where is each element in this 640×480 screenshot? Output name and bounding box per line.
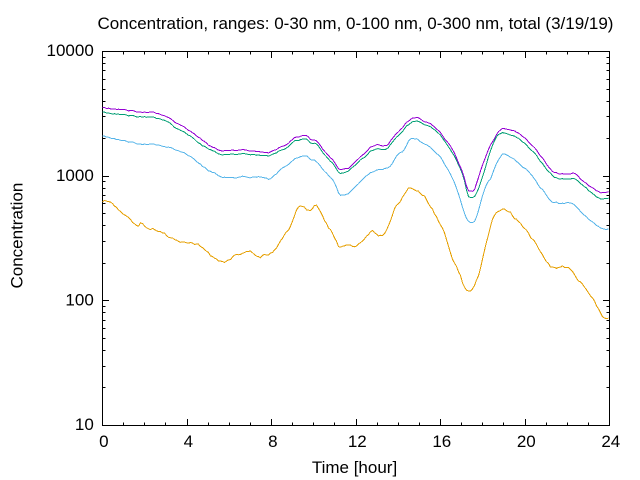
svg-text:8: 8 — [268, 432, 277, 451]
svg-text:24: 24 — [601, 432, 620, 451]
svg-text:Time [hour]: Time [hour] — [312, 458, 397, 477]
svg-text:0: 0 — [99, 432, 108, 451]
svg-text:10: 10 — [75, 415, 94, 434]
svg-text:1000: 1000 — [56, 166, 94, 185]
svg-text:Concentration: Concentration — [8, 183, 27, 289]
svg-text:Concentration, ranges: 0-30 nm: Concentration, ranges: 0-30 nm, 0-100 nm… — [98, 14, 614, 33]
svg-text:10000: 10000 — [47, 41, 94, 60]
svg-text:100: 100 — [65, 290, 93, 309]
svg-text:4: 4 — [184, 432, 193, 451]
svg-text:16: 16 — [432, 432, 451, 451]
svg-text:12: 12 — [348, 432, 367, 451]
svg-text:20: 20 — [517, 432, 536, 451]
